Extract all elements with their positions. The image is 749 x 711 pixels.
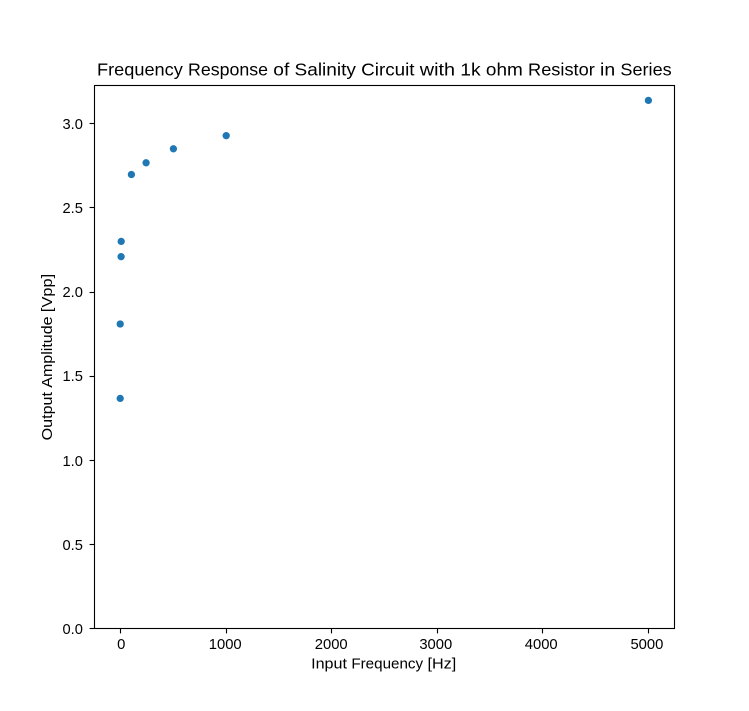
svg-text:ohm: ohm xyxy=(486,60,523,80)
svg-text:3000: 3000 xyxy=(419,637,452,653)
svg-text:Frequency: Frequency xyxy=(351,657,423,673)
svg-text:[Hz]: [Hz] xyxy=(427,657,456,673)
svg-text:in: in xyxy=(600,60,615,80)
svg-text:Circuit: Circuit xyxy=(361,60,414,80)
svg-text:1.5: 1.5 xyxy=(63,369,83,385)
svg-text:2.5: 2.5 xyxy=(63,201,83,217)
svg-text:4000: 4000 xyxy=(525,637,558,653)
svg-text:0.5: 0.5 xyxy=(63,538,83,554)
svg-text:2000: 2000 xyxy=(315,637,348,653)
svg-text:2.0: 2.0 xyxy=(63,285,83,301)
svg-text:3.0: 3.0 xyxy=(63,117,83,133)
svg-text:1.0: 1.0 xyxy=(63,454,83,470)
svg-text:Series: Series xyxy=(620,60,671,80)
svg-text:Frequency: Frequency xyxy=(97,60,183,80)
svg-text:Resistor: Resistor xyxy=(528,60,595,80)
svg-text:Amplitude: Amplitude xyxy=(40,316,56,387)
svg-text:1000: 1000 xyxy=(209,637,242,653)
svg-text:Salinity: Salinity xyxy=(295,60,357,80)
svg-text:0: 0 xyxy=(117,637,125,653)
svg-text:5000: 5000 xyxy=(630,637,663,653)
svg-text:Input: Input xyxy=(311,657,347,673)
svg-text:with: with xyxy=(419,60,455,80)
svg-text:of: of xyxy=(273,60,289,80)
svg-text:1k: 1k xyxy=(460,60,481,80)
svg-text:0.0: 0.0 xyxy=(63,622,83,638)
svg-text:Response: Response xyxy=(188,60,268,80)
svg-text:Output: Output xyxy=(40,392,56,440)
svg-text:[Vpp]: [Vpp] xyxy=(40,274,56,312)
